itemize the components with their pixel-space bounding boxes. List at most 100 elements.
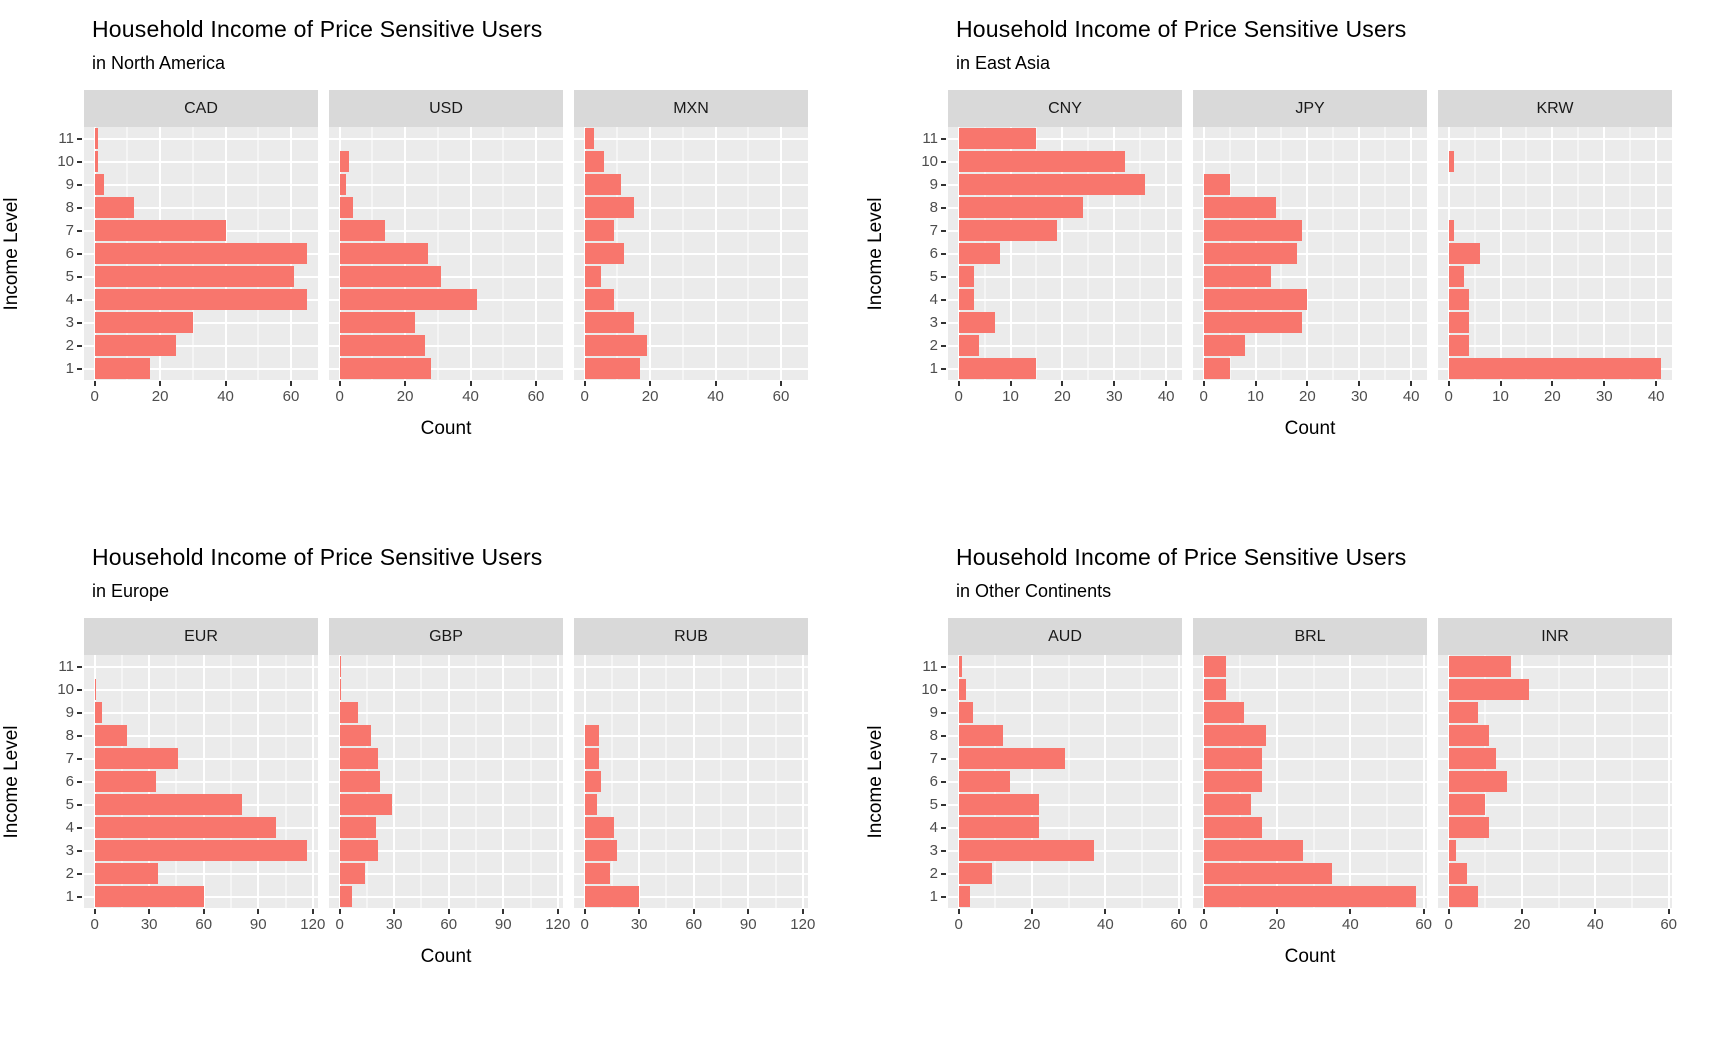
x-axis: 0 20 40 60 [574,380,808,410]
gridline-horizontal [574,826,808,829]
y-tick-mark [77,803,82,806]
bar [958,358,1037,379]
gridline-horizontal [1438,895,1672,898]
bar [958,748,1065,769]
bar-row [1193,196,1427,219]
bar [584,151,605,172]
bar-row [84,150,318,173]
x-tick-label: 0 [335,388,344,405]
bar-row [948,127,1182,150]
bar-row [574,816,808,839]
gridline-horizontal [948,711,1182,714]
y-tick-label: 6 [929,245,938,262]
x-tick-label: 40 [1587,916,1604,933]
bar [339,794,393,815]
bar-row [1193,678,1427,701]
gridline-horizontal [84,665,318,668]
y-tick-label: 5 [929,268,938,285]
facet-strip: RUB [574,618,808,655]
bar [339,312,415,333]
gridline-horizontal [1193,160,1427,163]
bar-row [1438,288,1672,311]
gridline-horizontal [329,160,563,163]
bar-row [574,655,808,678]
y-axis: 11 10 9 8 7 6 5 4 3 2 1 [40,90,82,410]
bar-row [1193,839,1427,862]
x-tick-label: 120 [300,916,326,933]
facet-group: EUR 0 30 60 90 120 GBP 0 30 60 90 120 RUB 0 30 60 90 120 [84,618,815,938]
x-tick-label: 40 [1342,916,1359,933]
chart-subtitle: in North America [92,53,226,73]
bar-row [84,127,318,150]
y-tick-label: 11 [922,658,938,675]
x-tick-label: 30 [385,916,403,933]
bar-row [1193,311,1427,334]
plot-panel [1438,655,1672,908]
y-tick-mark [77,344,82,347]
bar-row [574,288,808,311]
gridline-horizontal [1193,183,1427,186]
gridline-horizontal [1438,688,1672,691]
bar [1448,863,1467,884]
chart-other-continents: Household Income of Price Sensitive User… [864,528,1728,1056]
plot-area: Income Level 11 10 9 8 7 6 5 4 3 2 1 CNY 0 10 20 30 40 JPY… [865,90,1672,410]
gridline-horizontal [1193,367,1427,370]
gridline-horizontal [329,367,563,370]
gridline-horizontal [948,826,1182,829]
bar [584,312,634,333]
bar-row [1438,816,1672,839]
bar-row [1193,219,1427,242]
bar [1448,748,1497,769]
x-tick-label: 20 [396,388,414,405]
gridline-horizontal [1438,826,1672,829]
gridline-horizontal [948,872,1182,875]
bar-row [84,678,318,701]
x-tick-label: 0 [1199,916,1208,933]
x-tick-label: 20 [151,388,169,405]
y-tick-label: 11 [922,130,938,147]
gridline-horizontal [1193,826,1427,829]
x-axis: 0 20 40 60 [1438,908,1677,938]
gridline-horizontal [1193,321,1427,324]
bar [1448,794,1486,815]
bar [1203,266,1272,287]
gridline-horizontal [1438,734,1672,737]
bar-row [329,770,563,793]
x-tick-mark [1177,909,1180,914]
facet-strip: AUD [948,618,1182,655]
bar [339,679,342,700]
bar-row [1193,885,1427,908]
y-tick-mark [941,895,946,898]
bar [1448,220,1454,241]
gridline-horizontal [84,183,318,186]
facet-strip-label: JPY [1295,99,1325,117]
x-tick-mark [957,381,960,386]
x-tick-mark [93,381,96,386]
bar-row [329,173,563,196]
bar-row [1438,862,1672,885]
bar-row [329,219,563,242]
bar-row [329,334,563,357]
gridline-horizontal [84,872,318,875]
y-tick-mark [941,780,946,783]
gridline-horizontal [574,252,808,255]
bar-row [1438,839,1672,862]
bar [958,174,1146,195]
y-tick-mark [941,275,946,278]
y-tick-mark [77,895,82,898]
bar [339,725,371,746]
x-tick-label: 20 [1513,916,1531,933]
bar [958,197,1084,218]
bar-row [1193,150,1427,173]
y-tick-row: 11 [904,655,946,678]
gridline-horizontal [948,137,1182,140]
bar [94,266,295,287]
x-tick-label: 40 [1647,388,1665,405]
bar [1203,679,1226,700]
y-tick-mark [941,206,946,209]
y-tick-mark [941,137,946,140]
x-tick-label: 90 [494,916,512,933]
gridline-horizontal [1438,321,1672,324]
facet-brl: BRL 0 20 40 60 [1193,618,1432,938]
bar-row [84,655,318,678]
